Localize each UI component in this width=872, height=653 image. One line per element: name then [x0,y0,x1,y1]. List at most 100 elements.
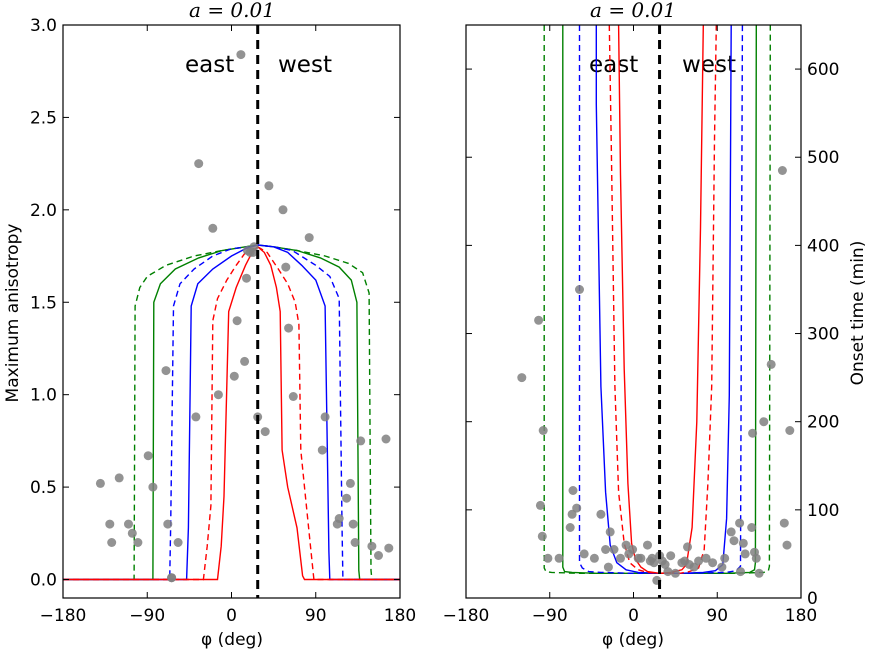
y-tick-label: 2.0 [30,201,57,221]
data-point [517,373,527,383]
left-chart-title: a = 0.01 [189,0,275,22]
data-point [260,427,270,437]
data-point [236,50,246,60]
data-point [281,262,291,272]
y-tick-label: 200 [807,413,839,433]
y-tick-label: 0.5 [30,478,57,498]
y-tick-label: 0 [807,589,818,609]
data-point [232,316,242,326]
data-point [191,412,201,422]
data-point [105,519,115,529]
data-point [601,545,611,554]
data-point [350,538,360,547]
data-point [543,553,553,563]
plot-frame [62,24,401,599]
y-tick-label: 1.5 [30,293,57,313]
data-point [628,545,638,554]
data-point [249,242,259,252]
data-point [194,159,204,169]
right-chart-panel: a = 0.01 φ (deg) Onset time (min) east w… [443,0,868,650]
data-point [666,551,676,561]
plot-area [517,25,795,598]
data-point [748,428,758,438]
model-curve-5 [63,245,400,581]
data-point [621,540,631,550]
y-tick-label: 3.0 [30,16,57,36]
data-point [107,538,117,547]
data-point [535,500,545,510]
x-tick-label: −180 [40,606,87,626]
x-tick-label: 0 [226,606,237,626]
left-y-axis-label: Maximum anisotropy [3,224,23,403]
data-point [567,509,577,519]
model-curve-2 [578,25,744,574]
data-point [751,553,761,563]
right-y-axis-label: Onset time (min) [848,241,868,386]
model-curve-2 [63,244,400,581]
data-point [537,531,547,541]
data-point [264,181,274,191]
data-point [738,538,748,548]
data-point [304,233,314,243]
data-point [345,478,355,488]
data-point [534,315,544,325]
data-point [565,523,575,532]
data-point [278,205,288,215]
data-point [356,436,366,446]
data-point [208,223,218,233]
data-point [782,540,792,550]
data-point [683,542,692,552]
model-curve-3 [63,244,400,581]
model-curve-0 [63,244,400,581]
data-point [374,551,383,560]
y-tick-label: 1.0 [30,386,57,406]
data-point [579,549,589,559]
data-point [575,285,584,294]
data-point [124,519,133,529]
data-point [114,473,124,483]
data-point [726,527,736,537]
data-point [636,553,646,563]
data-point [242,273,251,283]
model-curve-1 [63,244,400,581]
data-point [605,527,615,537]
data-point [596,509,606,519]
right-x-axis-label: φ (deg) [602,630,664,650]
x-tick-label: 90 [706,606,728,626]
data-point [167,573,177,583]
data-point [148,482,158,492]
data-point [240,356,250,366]
data-point [708,558,718,568]
data-point [735,518,745,528]
data-point [161,366,171,376]
data-point [95,478,105,488]
data-point [284,323,294,333]
data-point [334,514,344,523]
right-chart-title: a = 0.01 [590,0,676,22]
data-point [747,523,757,532]
data-point [777,166,787,175]
model-curve-5 [617,25,704,575]
data-point [589,553,599,563]
data-point [348,519,358,529]
data-point [288,392,298,401]
data-point [736,567,745,577]
data-point [381,434,391,444]
data-point [649,558,659,568]
data-point [643,540,652,550]
data-point [785,426,795,435]
left-x-axis-label: φ (deg) [201,630,263,650]
data-point [213,390,223,400]
left-chart-panel: a = 0.01 φ (deg) Maximum anisotropy east… [3,0,416,650]
data-point [670,568,680,578]
data-point [384,543,394,553]
data-point [572,503,582,513]
data-point [766,359,776,369]
y-tick-label: 0.0 [30,571,57,591]
left-annotation-east: east [185,52,234,78]
data-point [367,541,377,551]
right-annotation-west: west [682,52,736,78]
data-point [729,536,739,546]
data-point [717,562,727,572]
